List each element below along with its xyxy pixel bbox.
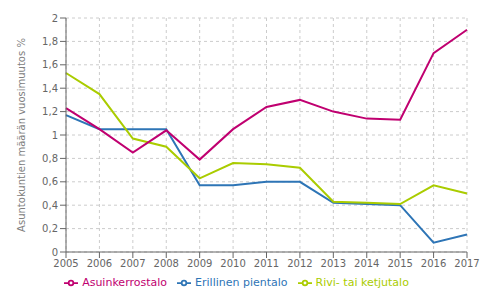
svg-text:Asuntokuntien määrän vuosimuut: Asuntokuntien määrän vuosimuutos % xyxy=(16,38,27,232)
svg-text:0,6: 0,6 xyxy=(42,176,58,187)
svg-text:2016: 2016 xyxy=(421,258,446,269)
svg-text:0,8: 0,8 xyxy=(42,153,58,164)
svg-text:1,2: 1,2 xyxy=(42,106,58,117)
svg-text:2008: 2008 xyxy=(154,258,179,269)
html-text:Erillinen pientalo: Erillinen pientalo xyxy=(195,276,288,289)
svg-text:2015: 2015 xyxy=(387,258,412,269)
svg-text:2017: 2017 xyxy=(454,258,479,269)
svg-text:1,4: 1,4 xyxy=(42,83,58,94)
svg-text:2006: 2006 xyxy=(87,258,112,269)
svg-text:1,6: 1,6 xyxy=(42,59,58,70)
svg-text:2010: 2010 xyxy=(220,258,245,269)
svg-text:2007: 2007 xyxy=(120,258,145,269)
svg-text:2014: 2014 xyxy=(354,258,379,269)
svg-text:2: 2 xyxy=(52,13,58,24)
svg-text:0,2: 0,2 xyxy=(42,223,58,234)
html-text:Asuinkerrostalo: Asuinkerrostalo xyxy=(82,276,168,289)
svg-text:2005: 2005 xyxy=(53,258,78,269)
svg-text:1,8: 1,8 xyxy=(42,36,58,47)
svg-text:2012: 2012 xyxy=(287,258,312,269)
svg-text:2013: 2013 xyxy=(321,258,346,269)
svg-text:2011: 2011 xyxy=(254,258,279,269)
svg-text:0,4: 0,4 xyxy=(42,200,58,211)
svg-text:0: 0 xyxy=(52,247,58,258)
svg-text:2009: 2009 xyxy=(187,258,212,269)
svg-text:1: 1 xyxy=(52,130,58,141)
html-text:Rivi- tai ketjutalo: Rivi- tai ketjutalo xyxy=(315,276,409,289)
